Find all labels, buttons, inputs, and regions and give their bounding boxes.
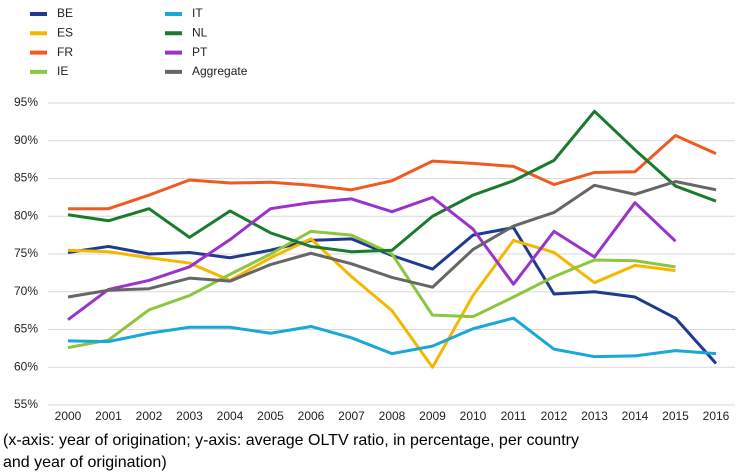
- x-tick-label: 2015: [662, 409, 689, 423]
- series-line: [67, 237, 676, 369]
- legend-label: IE: [57, 64, 68, 78]
- x-tick-label: 2014: [622, 409, 649, 423]
- legend-label: IT: [192, 6, 203, 20]
- legend-label: Aggregate: [192, 64, 248, 78]
- x-tick-label: 2011: [501, 409, 527, 423]
- y-tick-label: 80%: [14, 208, 38, 222]
- legend-label: FR: [57, 45, 73, 59]
- x-tick-label: 2008: [379, 409, 406, 423]
- y-tick-label: 60%: [14, 359, 38, 373]
- y-tick-label: 70%: [14, 284, 38, 298]
- x-tick-label: 2007: [338, 409, 365, 423]
- x-tick-label: 2013: [581, 409, 608, 423]
- series-line: [67, 195, 677, 321]
- x-tick-label: 2000: [55, 409, 82, 423]
- y-tick-label: 90%: [14, 133, 38, 147]
- x-tick-label: 2002: [136, 409, 163, 423]
- x-tick-label: 2012: [541, 409, 568, 423]
- series-line: [67, 109, 717, 254]
- x-tick-label: 2010: [460, 409, 487, 423]
- y-tick-label: 65%: [14, 322, 38, 336]
- x-tick-label: 2009: [419, 409, 446, 423]
- x-tick-label: 2016: [703, 409, 730, 423]
- series-line: [67, 229, 676, 350]
- series-line: [67, 180, 717, 299]
- legend-label: BE: [57, 6, 73, 20]
- legend-label: ES: [57, 25, 73, 39]
- y-tick-label: 85%: [14, 171, 38, 185]
- x-tick-label: 2006: [298, 409, 325, 423]
- y-tick-label: 55%: [14, 397, 38, 411]
- legend-label: NL: [192, 25, 208, 39]
- x-tick-label: 2003: [176, 409, 203, 423]
- series-line: [67, 316, 717, 359]
- x-tick-label: 2005: [257, 409, 284, 423]
- y-tick-label: 95%: [14, 95, 38, 109]
- series-line: [67, 226, 718, 365]
- series-line: [68, 133, 717, 211]
- caption: and year of origination): [3, 454, 167, 471]
- x-tick-label: 2004: [217, 409, 244, 423]
- x-tick-label: 2001: [95, 409, 122, 423]
- y-tick-label: 75%: [14, 246, 38, 260]
- caption: (x-axis: year of origination; y-axis: av…: [3, 432, 579, 449]
- legend-label: PT: [192, 45, 208, 59]
